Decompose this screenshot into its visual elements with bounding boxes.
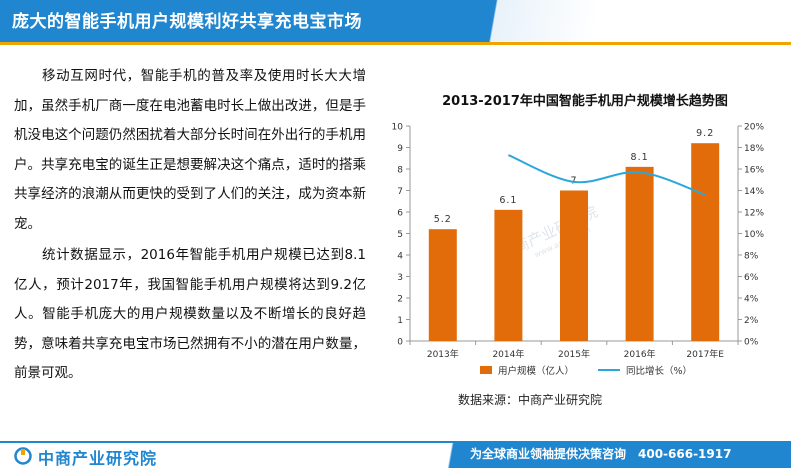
bar-4 bbox=[625, 166, 654, 341]
right-tick-label: 18% bbox=[744, 144, 764, 154]
chart-source: 数据来源：中商产业研究院 bbox=[458, 393, 603, 407]
x-tick-label: 2013年 bbox=[427, 348, 459, 360]
left-tick-label: 0 bbox=[397, 338, 403, 348]
x-tick-label: 2014年 bbox=[492, 348, 524, 360]
page-title: 庞大的智能手机用户规模利好共享充电宝市场 bbox=[12, 12, 362, 32]
left-tick-label: 8 bbox=[397, 166, 403, 176]
left-tick-label: 2 bbox=[397, 295, 403, 305]
paragraph-2: 统计数据显示，2016年智能手机用户规模已达到8.1亿人，预计2017年，我国智… bbox=[14, 247, 366, 381]
bar-2 bbox=[494, 209, 523, 341]
footer-logo: 中商产业研究院 bbox=[38, 449, 158, 468]
right-tick-label: 14% bbox=[744, 187, 764, 197]
header: 庞大的智能手机用户规模利好共享充电宝市场 bbox=[0, 0, 791, 45]
legend-swatch-bar bbox=[480, 366, 492, 374]
x-tick-label: 2015年 bbox=[558, 348, 590, 360]
right-tick-label: 10% bbox=[744, 230, 764, 240]
right-tick-label: 4% bbox=[744, 295, 759, 305]
left-tick-label: 6 bbox=[397, 209, 403, 219]
left-tick-label: 5 bbox=[397, 230, 403, 240]
chart: 0 1 2 3 4 5 6 7 8 9 10 0% 2% 4% 6% 8% 10% 12% 14% 16% 18% 20%… bbox=[392, 123, 765, 378]
right-tick-label: 20% bbox=[744, 123, 764, 133]
legend-label-bar: 用户规模（亿人） bbox=[498, 365, 574, 377]
left-tick-label: 3 bbox=[397, 273, 403, 283]
footer-slogan: 为全球商业领袖提供决策咨询 400-666-1917 bbox=[470, 447, 732, 461]
bar-5 bbox=[691, 143, 720, 341]
header-tail bbox=[470, 0, 791, 42]
left-tick-label: 1 bbox=[397, 316, 403, 326]
right-tick-label: 0% bbox=[744, 338, 759, 348]
bar-label-2: 6.1 bbox=[499, 195, 517, 206]
right-tick-label: 12% bbox=[744, 209, 764, 219]
bar-label-5: 9.2 bbox=[696, 128, 714, 139]
header-stripe bbox=[0, 42, 791, 45]
x-tick-label: 2016年 bbox=[624, 348, 656, 360]
chart-title: 2013-2017年中国智能手机用户规模增长趋势图 bbox=[442, 94, 728, 109]
footer-line bbox=[0, 441, 791, 443]
right-tick-label: 16% bbox=[744, 166, 764, 176]
footer-band bbox=[430, 443, 791, 468]
left-tick-label: 7 bbox=[397, 187, 403, 197]
footer: 中商产业研究院 为全球商业领袖提供决策咨询 400-666-1917 bbox=[0, 441, 791, 468]
growth-line bbox=[508, 154, 706, 196]
right-tick-label: 8% bbox=[744, 252, 759, 262]
bar-1 bbox=[428, 229, 457, 341]
right-tick-label: 2% bbox=[744, 316, 759, 326]
bar-label-4: 8.1 bbox=[631, 152, 649, 163]
body-text: 移动互网时代，智能手机的普及率及使用时长大大增加，虽然手机厂商一度在电池蓄电时长… bbox=[14, 62, 366, 391]
left-tick-label: 9 bbox=[397, 144, 403, 154]
left-tick-label: 10 bbox=[392, 123, 404, 133]
right-tick-label: 6% bbox=[744, 273, 759, 283]
bar-label-1: 5.2 bbox=[434, 214, 452, 225]
paragraph-1: 移动互网时代，智能手机的普及率及使用时长大大增加，虽然手机厂商一度在电池蓄电时长… bbox=[14, 68, 366, 232]
logo-icon bbox=[14, 447, 32, 465]
x-tick-label: 2017年E bbox=[686, 348, 724, 360]
header-bar bbox=[0, 0, 500, 42]
legend-label-line: 同比增长（%） bbox=[626, 365, 692, 377]
bar-3 bbox=[560, 190, 588, 341]
left-tick-label: 4 bbox=[397, 252, 403, 262]
